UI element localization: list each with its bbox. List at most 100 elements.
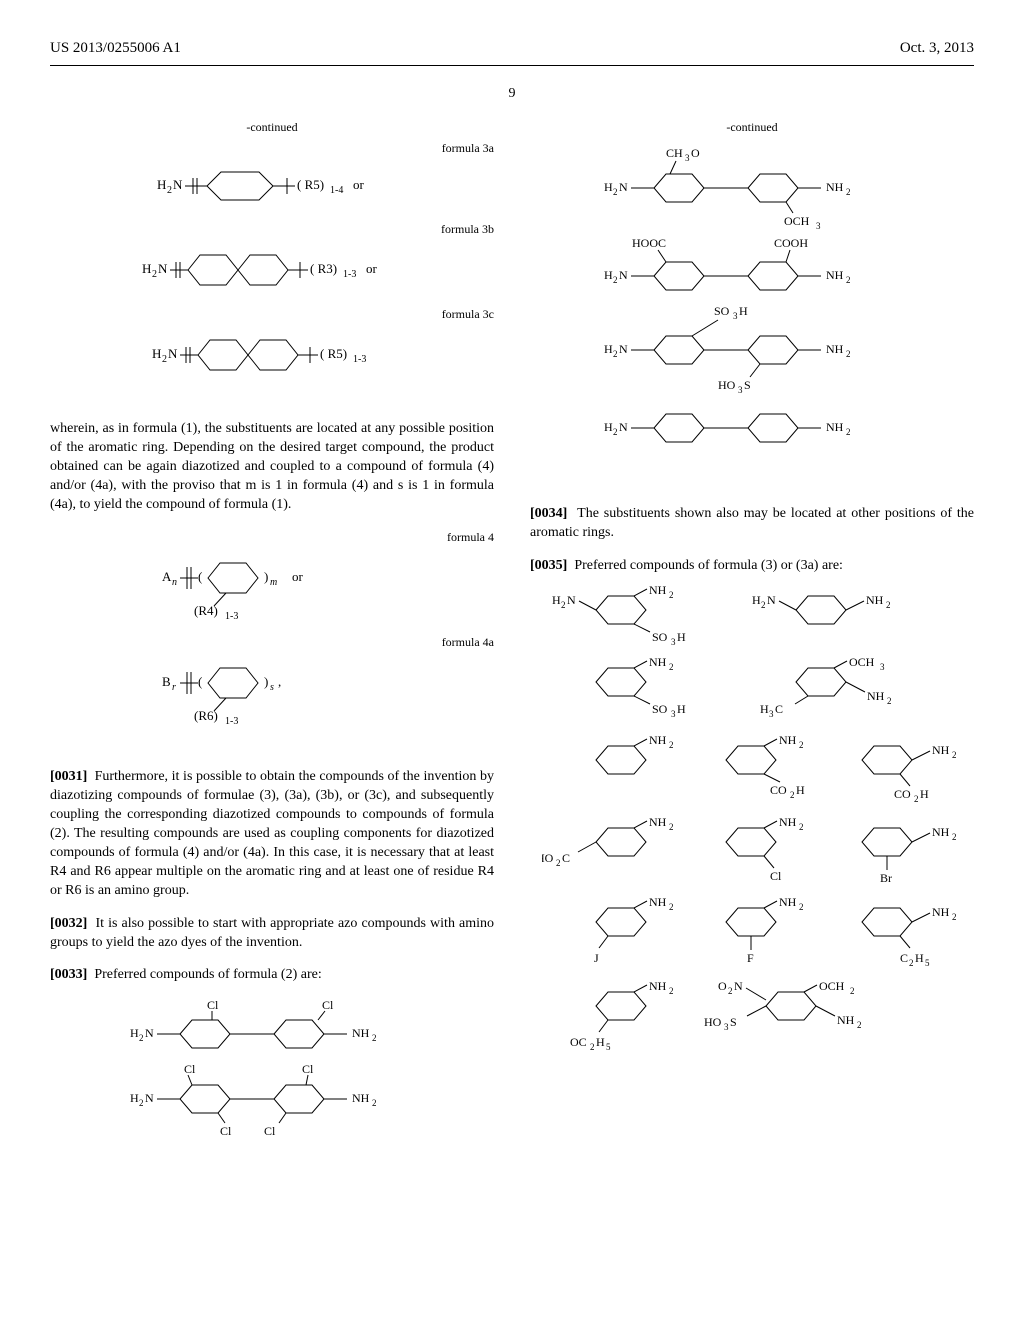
svg-text:CO: CO [894, 787, 911, 801]
formula-3a-structure: H2N ( R5)1-4 or [50, 162, 494, 208]
svg-text:2: 2 [952, 750, 957, 760]
svg-text:or: or [292, 569, 304, 584]
svg-text:H: H [130, 1091, 139, 1105]
svg-text:1-4: 1-4 [330, 185, 343, 196]
svg-text:NH: NH [649, 586, 667, 597]
page-number: 9 [50, 86, 974, 102]
svg-text:H: H [596, 1035, 605, 1049]
svg-text:NH: NH [649, 815, 667, 829]
continued-label-right: -continued [530, 120, 974, 135]
formula-4a-structure: Br ( )s , (R6)1-3 [50, 656, 494, 726]
svg-text:NH: NH [932, 743, 950, 757]
svg-text:2: 2 [372, 1033, 377, 1043]
svg-text:CH: CH [666, 146, 683, 160]
right-column: -continued CH3O H2N NH2 OCH3 HOOC COOH H… [530, 120, 974, 1159]
svg-text:N: N [173, 177, 183, 192]
svg-text:2: 2 [561, 600, 566, 610]
svg-text:2: 2 [952, 832, 957, 842]
svg-text:3: 3 [880, 662, 885, 672]
svg-text:2: 2 [139, 1098, 144, 1108]
svg-text:S: S [730, 1015, 737, 1029]
svg-text:H: H [157, 177, 166, 192]
svg-text:SO: SO [714, 304, 730, 318]
svg-text:NH: NH [837, 1013, 855, 1027]
para-0032: [0032] It is also possible to start with… [50, 915, 494, 953]
svg-text:Cl: Cl [302, 1062, 314, 1076]
svg-text:2: 2 [669, 590, 674, 600]
svg-text:2: 2 [728, 986, 733, 996]
svg-text:3: 3 [685, 153, 690, 163]
svg-text:NH: NH [352, 1026, 370, 1040]
svg-text:OC: OC [570, 1035, 587, 1049]
svg-text:Cl: Cl [220, 1124, 232, 1138]
svg-text:NH: NH [779, 815, 797, 829]
svg-text:NH: NH [867, 689, 885, 703]
svg-text:N: N [168, 346, 178, 361]
svg-text:2: 2 [669, 740, 674, 750]
para-0035: [0035] Preferred compounds of formula (3… [530, 557, 974, 576]
svg-text:3: 3 [724, 1022, 729, 1032]
svg-text:N: N [619, 180, 628, 194]
svg-text:H: H [920, 787, 929, 801]
svg-text:2: 2 [372, 1098, 377, 1108]
svg-text:2: 2 [162, 354, 167, 365]
svg-text:H: H [130, 1026, 139, 1040]
svg-text:O: O [718, 979, 727, 993]
svg-text:2: 2 [790, 790, 795, 800]
svg-text:or: or [366, 261, 378, 276]
svg-text:2: 2 [669, 662, 674, 672]
svg-text:H: H [677, 702, 686, 716]
svg-text:2: 2 [167, 185, 172, 196]
svg-text:5: 5 [925, 958, 930, 968]
svg-text:2: 2 [799, 822, 804, 832]
formula-3c-structure: H2N ( R5)1-3 [50, 328, 494, 378]
svg-text:C: C [775, 702, 783, 716]
svg-text:2: 2 [669, 986, 674, 996]
svg-text:Br: Br [880, 871, 892, 885]
svg-text:(R6): (R6) [194, 708, 218, 723]
svg-text:NH: NH [932, 825, 950, 839]
svg-text:2: 2 [846, 187, 851, 197]
svg-text:2: 2 [799, 902, 804, 912]
formula-3c-label: formula 3c [50, 307, 494, 322]
svg-text:H: H [604, 342, 613, 356]
svg-text:r: r [172, 682, 176, 693]
svg-text:C: C [900, 951, 908, 965]
svg-text:F: F [747, 951, 754, 965]
svg-text:Cl: Cl [264, 1124, 276, 1138]
svg-text:2: 2 [613, 427, 618, 437]
svg-text:2: 2 [613, 349, 618, 359]
svg-text:N: N [767, 593, 776, 607]
svg-text:2: 2 [850, 986, 855, 996]
svg-text:HOOC: HOOC [632, 236, 666, 250]
svg-text:2: 2 [914, 794, 919, 804]
svg-text:N: N [619, 420, 628, 434]
svg-text:H: H [677, 630, 686, 644]
para-after-formula3: wherein, as in formula (1), the substitu… [50, 420, 494, 514]
svg-text:): ) [264, 674, 268, 689]
svg-text:2: 2 [887, 696, 892, 706]
svg-text:OCH: OCH [784, 214, 810, 228]
para-0034: [0034] The substituents shown also may b… [530, 505, 974, 543]
header-rule [50, 65, 974, 66]
svg-text:NH: NH [826, 342, 844, 356]
svg-text:2: 2 [857, 1020, 862, 1030]
svg-text:(: ( [198, 569, 202, 584]
svg-text:3: 3 [816, 221, 821, 231]
svg-text:m: m [270, 577, 277, 588]
svg-text:( R5): ( R5) [320, 346, 347, 361]
formula-4-structure: An ( )m or (R4)1-3 [50, 551, 494, 621]
biphenyl-structures-continued: CH3O H2N NH2 OCH3 HOOC COOH H2N [530, 143, 974, 463]
svg-text:C: C [562, 851, 570, 865]
svg-text:(: ( [198, 674, 202, 689]
svg-text:H: H [604, 268, 613, 282]
svg-text:N: N [158, 261, 168, 276]
svg-text:2: 2 [886, 600, 891, 610]
svg-text:3: 3 [738, 385, 743, 395]
svg-text:5: 5 [606, 1042, 611, 1052]
svg-text:N: N [567, 593, 576, 607]
svg-text:1-3: 1-3 [225, 716, 238, 726]
svg-text:1-3: 1-3 [343, 269, 356, 280]
svg-text:NH: NH [779, 895, 797, 909]
svg-text:NH: NH [649, 655, 667, 669]
